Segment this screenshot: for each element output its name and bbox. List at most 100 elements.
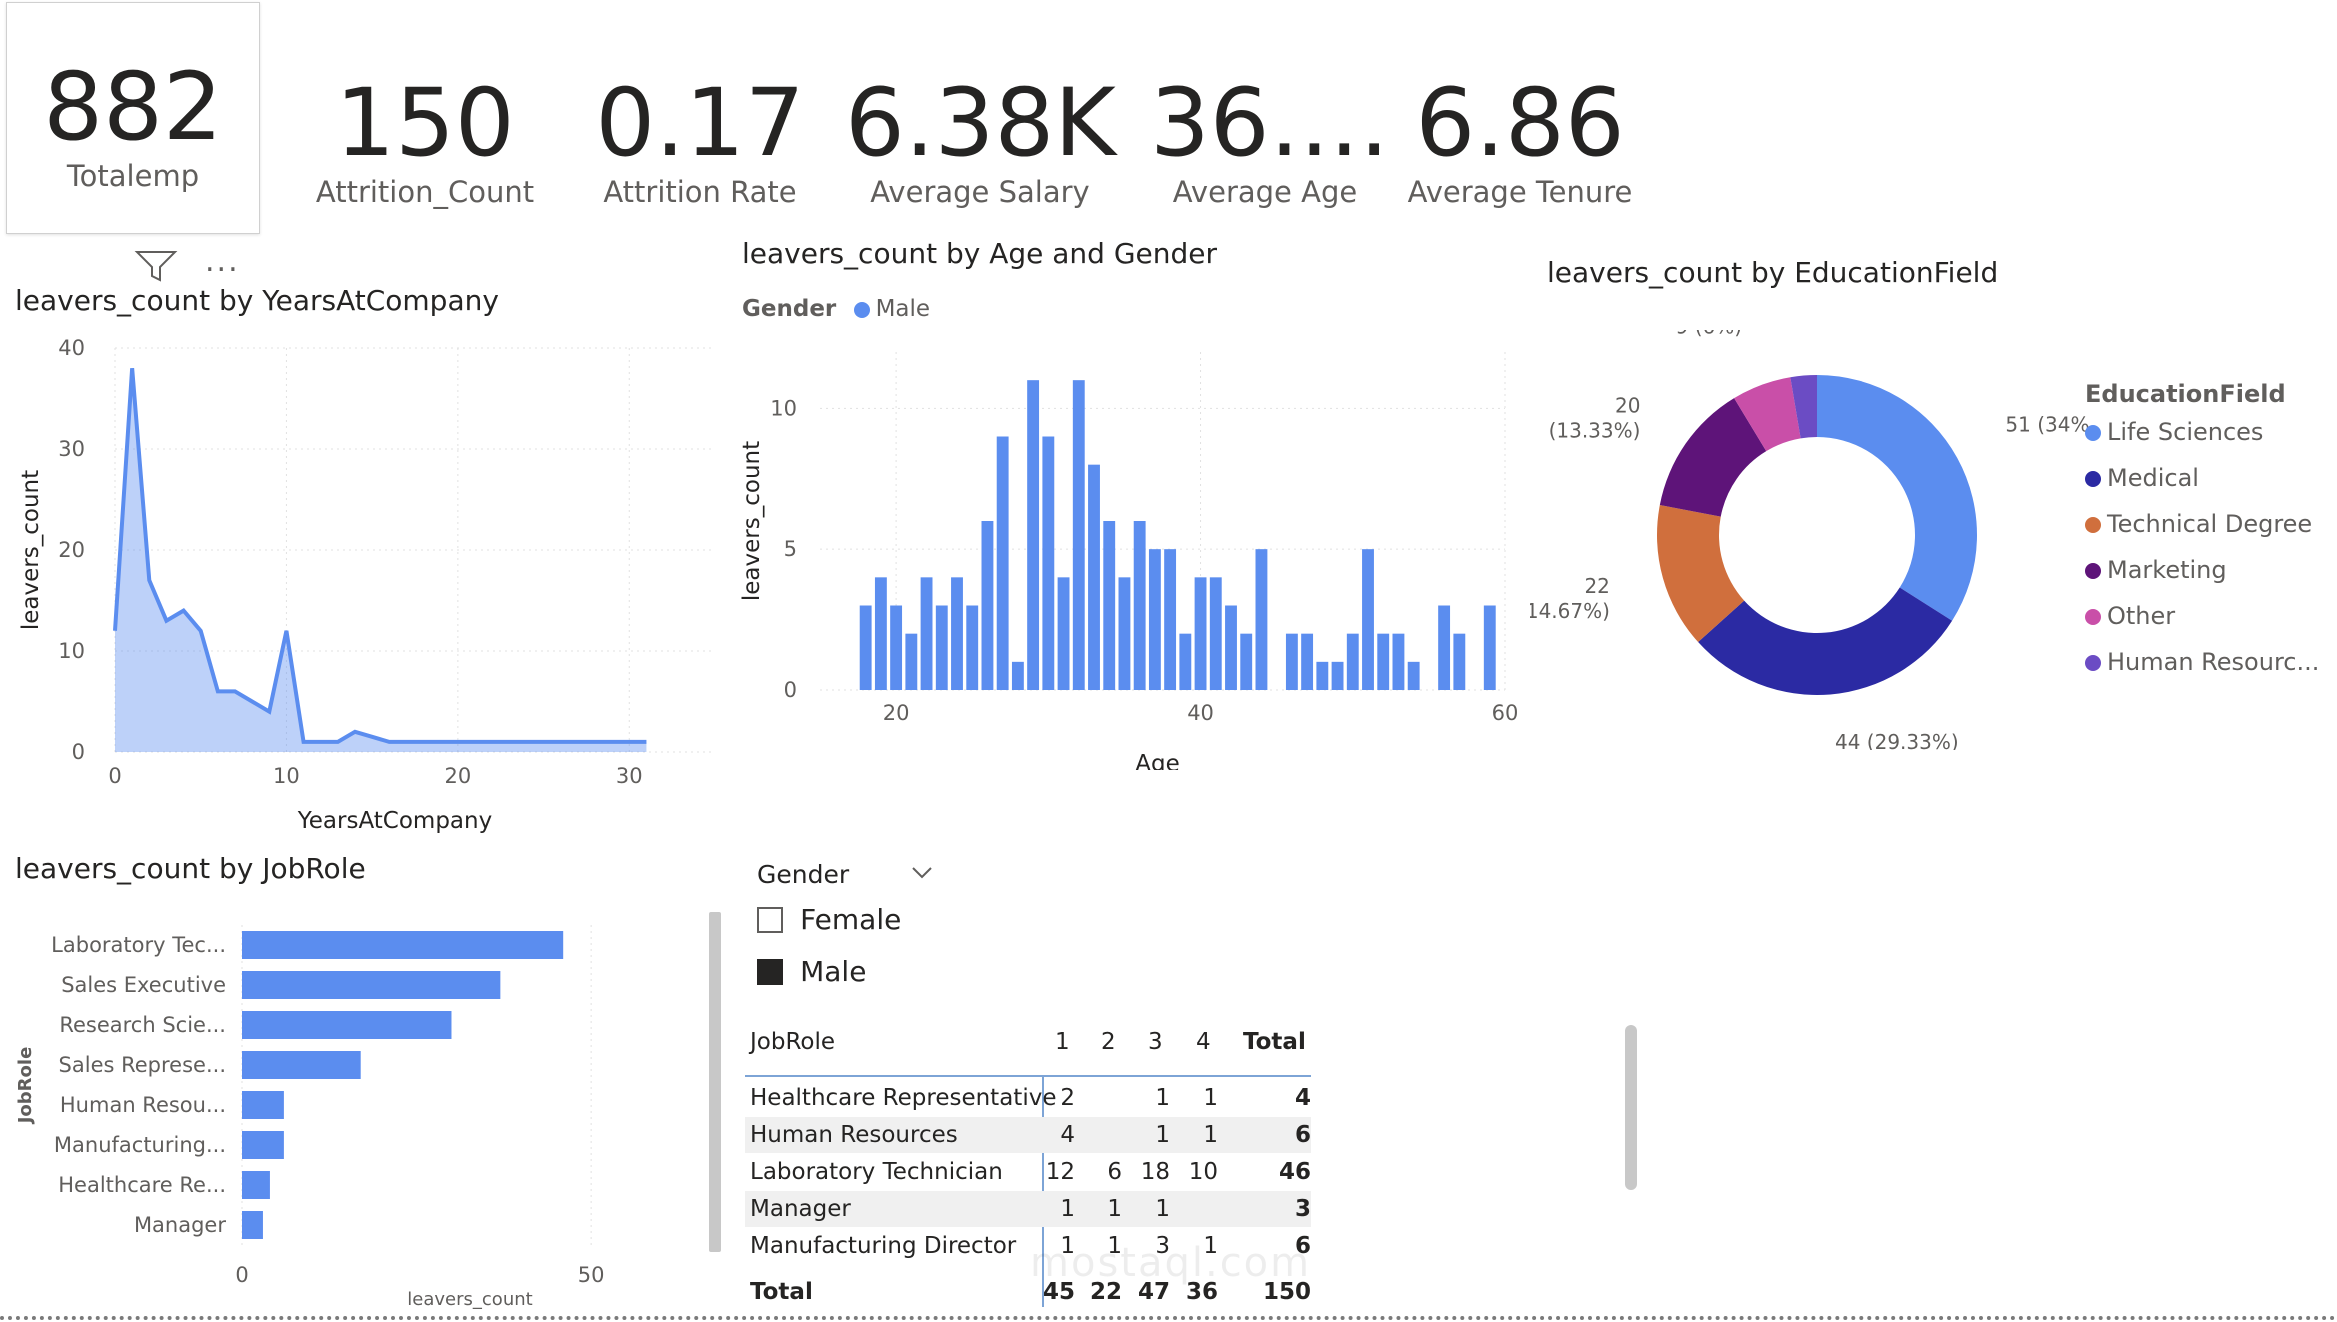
edu-legend-title: EducationField xyxy=(2085,380,2286,408)
jobrole-bar-chart[interactable]: 0 50 Laboratory Tec... Sales Executive Resea… xyxy=(0,900,700,1320)
watermark: mostaql.com xyxy=(1030,1240,1312,1286)
matrix-header: JobRole 1 2 3 4 Total xyxy=(745,1025,1311,1065)
age-legend-title: Gender xyxy=(742,296,837,322)
data-label: 22 xyxy=(1584,574,1609,598)
bar xyxy=(1148,549,1161,690)
table-cell: 1 xyxy=(1203,1122,1218,1148)
data-label: 9 (6%) xyxy=(1676,330,1742,338)
scrollbar-thumb-right[interactable] xyxy=(1625,1025,1637,1190)
page-bottom-border xyxy=(0,1316,2337,1320)
matrix-header-total[interactable]: Total xyxy=(1243,1029,1306,1055)
table-row[interactable]: Laboratory Technician 12 6 18 10 46 xyxy=(745,1154,1311,1190)
table-cell-jobrole: Manager xyxy=(750,1196,851,1222)
kpi-attrition-rate[interactable]: 0.17 Attrition Rate xyxy=(585,74,815,210)
bar xyxy=(1072,380,1085,690)
total-cell: 47 xyxy=(1137,1279,1170,1305)
legend-item[interactable]: Other xyxy=(2085,602,2175,630)
legend-item[interactable]: Technical Degree xyxy=(2085,510,2312,538)
table-row[interactable]: Manufacturing Director 1 1 3 1 6 xyxy=(745,1228,1311,1264)
matrix-header-col[interactable]: 1 xyxy=(1055,1029,1070,1055)
bar xyxy=(890,605,903,690)
kpi-average-age[interactable]: 36.... Average Age xyxy=(1150,74,1389,210)
table-cell: 6 xyxy=(1294,1122,1311,1148)
bar xyxy=(1209,577,1222,690)
legend-item[interactable]: Medical xyxy=(2085,464,2199,492)
legend-dot xyxy=(2085,563,2101,579)
bar xyxy=(242,1011,452,1039)
more-options-icon[interactable]: ... xyxy=(205,244,240,279)
matrix-header-jobrole[interactable]: JobRole xyxy=(750,1029,836,1055)
legend-label: Life Sciences xyxy=(2107,418,2264,446)
table-cell-jobrole: Laboratory Technician xyxy=(750,1159,1003,1185)
matrix-header-col[interactable]: 4 xyxy=(1196,1029,1211,1055)
bar xyxy=(1011,661,1024,690)
y-axis-title: leavers_count xyxy=(18,470,44,630)
years-area-chart[interactable]: 0 10 20 30 40 0 10 20 30 YearsAtCompany leavers_co… xyxy=(0,320,730,835)
legend-label: Medical xyxy=(2107,464,2199,492)
kpi-label: Totalemp xyxy=(66,159,200,193)
table-cell: 6 xyxy=(1294,1233,1311,1259)
table-cell: 3 xyxy=(1294,1196,1311,1222)
bar xyxy=(1133,521,1146,690)
slicer-option-female[interactable]: Female xyxy=(757,903,901,939)
bar xyxy=(859,605,872,690)
x-tick-label: 40 xyxy=(1187,701,1214,725)
bar xyxy=(242,971,501,999)
legend-dot xyxy=(2085,517,2101,533)
y-tick-label: 20 xyxy=(58,538,85,562)
chevron-down-icon[interactable] xyxy=(908,858,936,886)
x-tick-label: 60 xyxy=(1492,701,1519,725)
table-row[interactable]: Manager 1 1 1 3 xyxy=(745,1191,1311,1227)
data-label-sub: (14.67%) xyxy=(1530,599,1610,623)
gender-slicer-title: Gender xyxy=(757,860,850,889)
bar xyxy=(1392,633,1405,690)
age-legend-item[interactable]: Male xyxy=(875,296,931,322)
bar xyxy=(996,436,1009,690)
bar xyxy=(1255,549,1268,690)
checkbox-female[interactable] xyxy=(757,906,783,933)
bar xyxy=(1164,549,1177,690)
checkbox-male[interactable] xyxy=(757,958,783,985)
x-axis-title: Age xyxy=(1135,751,1179,770)
legend-item[interactable]: Human Resourc... xyxy=(2085,648,2319,676)
filter-icon[interactable] xyxy=(134,248,178,284)
age-bar-chart[interactable]: 0 5 10 20 40 60 Age leavers_count xyxy=(730,330,1530,770)
y-tick-label: Laboratory Tec... xyxy=(51,933,226,957)
bar xyxy=(1377,633,1390,690)
matrix-header-line xyxy=(745,1075,1311,1077)
bar xyxy=(1483,605,1496,690)
legend-item[interactable]: Marketing xyxy=(2085,556,2227,584)
y-tick-label: 10 xyxy=(58,639,85,663)
table-row[interactable]: Healthcare Representative 2 1 1 4 xyxy=(745,1080,1311,1116)
legend-dot xyxy=(2085,609,2101,625)
bar xyxy=(966,605,979,690)
scrollbar-thumb[interactable] xyxy=(709,912,721,1252)
kpi-totalemp[interactable]: 882 Totalemp xyxy=(6,58,260,194)
table-cell: 10 xyxy=(1188,1159,1218,1185)
kpi-attrition-count[interactable]: 150 Attrition_Count xyxy=(310,74,540,210)
bar xyxy=(242,1131,284,1159)
bar xyxy=(1179,633,1192,690)
kpi-average-salary[interactable]: 6.38K Average Salary xyxy=(845,74,1116,210)
bar xyxy=(1346,633,1359,690)
legend-item[interactable]: Life Sciences xyxy=(2085,418,2263,446)
kpi-value: 882 xyxy=(43,53,223,162)
table-row[interactable]: Human Resources 4 1 1 6 xyxy=(745,1117,1311,1153)
matrix-header-col[interactable]: 2 xyxy=(1101,1029,1116,1055)
x-axis-title: leavers_count xyxy=(407,1289,532,1310)
table-cell: 1 xyxy=(1203,1233,1218,1259)
bar xyxy=(242,1091,284,1119)
bar xyxy=(1362,549,1374,690)
edu-donut-chart[interactable]: 51 (34%) 44 (29.33%) 22(14.67%) 20(13.33%) 9… xyxy=(1530,330,2090,750)
table-cell: 1 xyxy=(1155,1085,1170,1111)
years-chart-title: leavers_count by YearsAtCompany xyxy=(15,284,499,317)
matrix-header-col[interactable]: 3 xyxy=(1148,1029,1163,1055)
kpi-average-tenure[interactable]: 6.86 Average Tenure xyxy=(1405,74,1635,210)
y-tick-label: Manager xyxy=(134,1213,226,1237)
data-label: 44 (29.33%) xyxy=(1835,730,1959,750)
edu-chart-title: leavers_count by EducationField xyxy=(1547,256,1999,289)
bar xyxy=(1301,633,1314,690)
slicer-option-male[interactable]: Male xyxy=(757,955,866,991)
donut-slice xyxy=(1659,398,1767,517)
y-axis-title: leavers_count xyxy=(739,441,765,601)
